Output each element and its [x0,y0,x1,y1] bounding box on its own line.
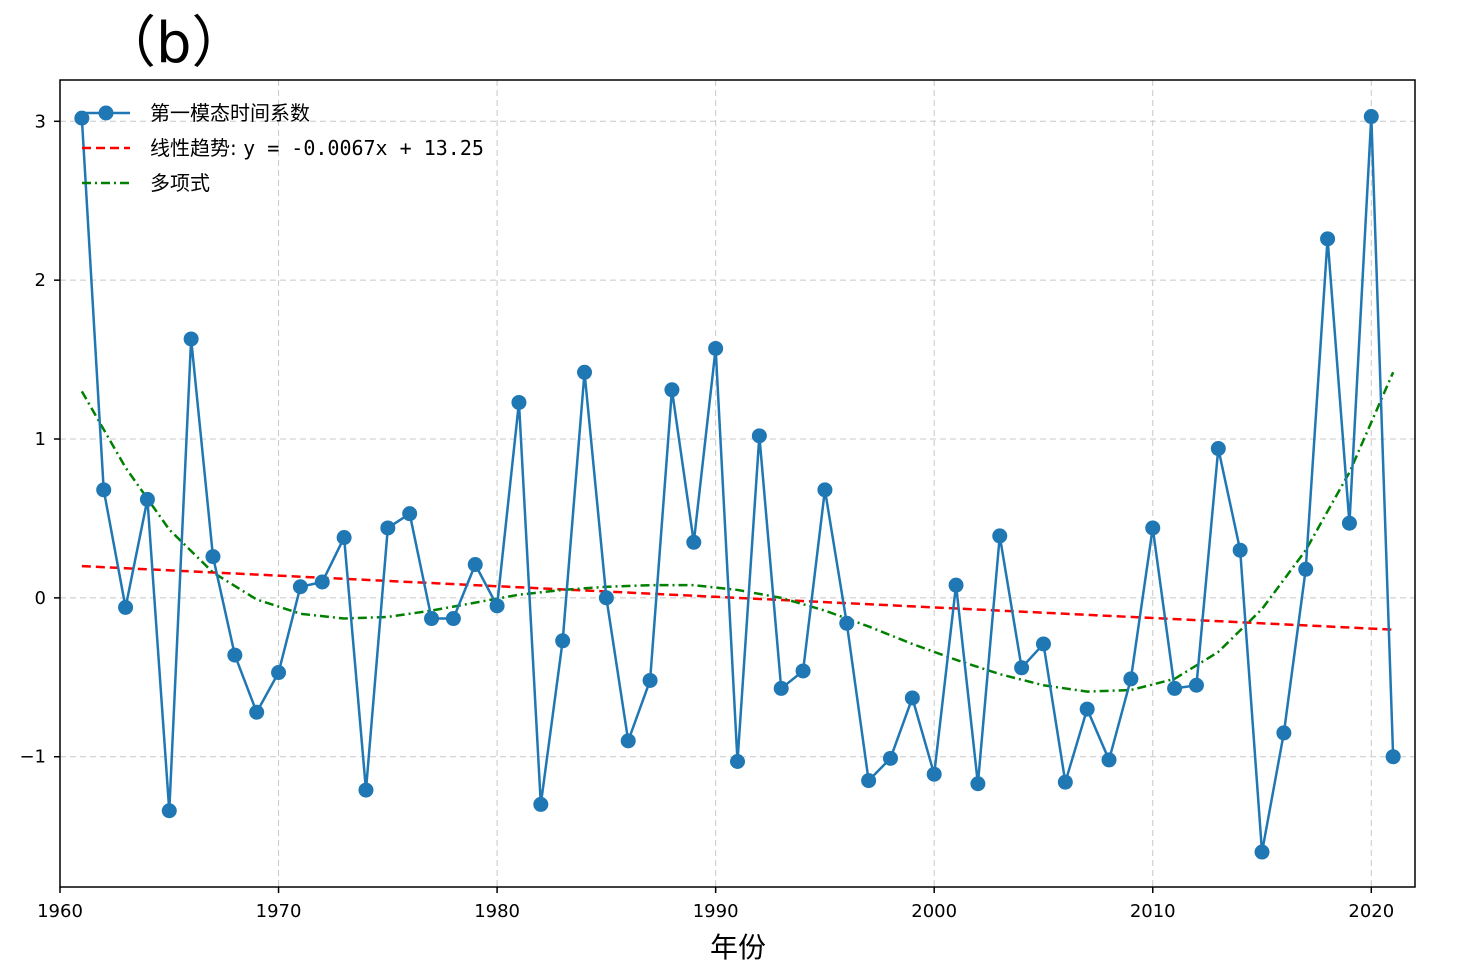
data-point [1210,441,1226,457]
polynomial-series [80,371,1395,693]
data-point [555,633,571,649]
linear-trend-line [81,564,1394,631]
linear-trend-series [81,564,1394,631]
grid [59,80,1415,887]
y-tick-label: 1 [35,429,46,450]
data-point [861,773,877,789]
x-tick-label: 1980 [474,901,520,922]
x-tick-label: 1990 [693,901,739,922]
data-point [686,534,702,550]
data-point [489,598,505,614]
legend-item-linear-trend: 线性趋势: y = -0.0067x + 13.25 [82,136,484,160]
data-point [730,754,745,770]
data-point [227,647,243,663]
data-point [292,579,308,595]
data-point [1101,752,1117,768]
y-axis-ticks: −1 0 1 2 3 [19,111,60,768]
data-point [139,491,155,507]
data-point [970,776,986,792]
data-point [1298,561,1314,577]
legend-label-main-series: 第一模态时间系数 [150,101,310,125]
data-point [1079,701,1095,717]
legend-linear-trend-equation: y = -0.0067x + 13.25 [243,136,484,160]
data-point [598,590,614,606]
data-point [839,615,855,631]
data-point [992,528,1008,544]
data-point [708,340,724,356]
y-tick-label: 0 [35,588,46,609]
data-point [336,530,352,546]
data-point [577,364,593,380]
legend-label-polynomial: 多项式 [150,171,210,195]
data-point [948,577,964,593]
data-point [271,665,287,681]
data-point [1385,749,1401,765]
data-point [1232,542,1248,558]
data-point [511,394,527,410]
x-tick-label: 1960 [37,901,83,922]
data-point [904,690,920,706]
data-point [533,796,549,812]
legend-label-linear-trend: 线性趋势: y = -0.0067x + 13.25 [150,136,484,160]
data-point [314,574,330,590]
data-point [424,611,440,627]
data-point [751,428,767,444]
data-point [118,599,134,615]
legend-item-main-series: 第一模态时间系数 [82,101,310,125]
x-axis-label: 年份 [710,931,766,964]
data-point [467,557,483,573]
panel-label: （b） [100,11,248,76]
x-tick-label: 2010 [1130,901,1176,922]
polynomial-line [80,371,1395,693]
data-point [620,733,636,749]
data-point [96,482,112,498]
y-tick-label: 3 [35,111,46,132]
data-point [1057,774,1073,790]
data-point [773,680,789,696]
data-point [795,663,811,679]
data-point [1276,725,1292,741]
data-point [817,482,833,498]
plot-frame [59,79,1416,888]
data-point [380,520,396,536]
x-axis-ticks: 1960 1970 1980 1990 2000 2010 2020 [37,887,1394,922]
data-point [642,672,658,688]
x-tick-label: 2000 [911,901,957,922]
x-tick-label: 2020 [1348,901,1394,922]
data-point [1123,671,1139,687]
data-point [161,803,177,819]
data-point [1188,677,1204,693]
data-point [1035,636,1051,652]
legend-linear-trend-prefix: 线性趋势: [150,136,243,160]
data-point [249,704,265,720]
main-series [74,109,1401,860]
legend-item-polynomial: 多项式 [82,171,210,195]
data-point [1167,680,1183,696]
data-point [664,382,680,398]
data-point [882,750,898,766]
data-point [74,110,90,126]
data-point [402,506,418,522]
data-point [1320,231,1336,247]
data-point [183,331,199,347]
data-point [1341,515,1357,531]
data-point [1254,844,1270,860]
x-tick-label: 1970 [256,901,302,922]
data-point [205,549,221,565]
data-point [1014,660,1030,676]
legend: 第一模态时间系数 线性趋势: y = -0.0067x + 13.25 多项式 [82,101,484,195]
y-tick-label: 2 [35,270,46,291]
data-point [1145,520,1161,536]
data-point [1363,109,1379,125]
data-point [445,611,461,627]
data-point [358,782,374,798]
data-point [926,766,942,782]
y-tick-label: −1 [19,747,46,768]
